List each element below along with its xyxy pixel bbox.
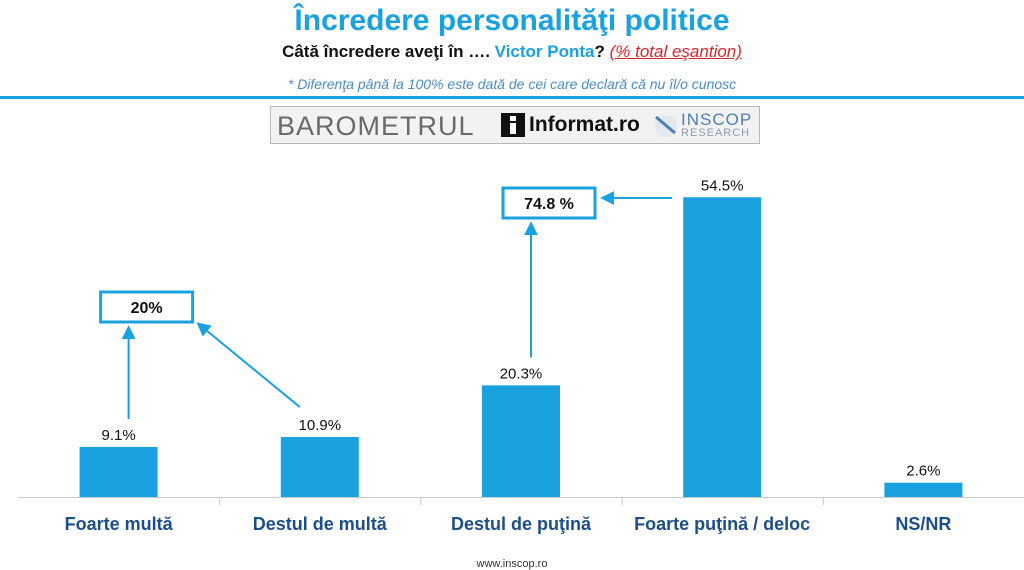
category-label: Destul de puţină <box>451 514 592 534</box>
research-wordmark: RESEARCH <box>681 127 751 139</box>
category-label: Foarte multă <box>65 514 174 534</box>
barometer-logo: BAROMETRUL Informat.ro INSCOP RESEARCH <box>270 106 760 144</box>
footer-url: www.inscop.ro <box>476 558 548 570</box>
category-label: Destul de multă <box>253 514 388 534</box>
category-label: Foarte puţină / deloc <box>634 514 810 534</box>
sum-annotation-label: 20% <box>131 300 163 317</box>
data-label: 2.6% <box>906 463 940 480</box>
bar <box>482 385 560 497</box>
barometer-wordmark: BAROMETRUL <box>277 111 475 141</box>
footnote: * Diferenţa până la 100% este dată de ce… <box>287 76 737 92</box>
page-title: Încredere personalităţi politice <box>294 4 730 37</box>
data-label: 10.9% <box>299 417 342 434</box>
data-label: 20.3% <box>500 365 543 382</box>
bar <box>79 446 158 497</box>
annotation-arrow <box>196 322 301 408</box>
data-label: 9.1% <box>101 427 135 444</box>
bar <box>683 197 762 497</box>
inscop-wordmark: INSCOP <box>681 110 753 129</box>
informat-name: Informat <box>529 113 613 136</box>
bar <box>884 482 963 497</box>
bar <box>280 437 359 497</box>
informat-icon <box>501 113 525 137</box>
question-mark: ? <box>594 42 605 61</box>
person-name: Victor Ponta <box>494 42 595 61</box>
sum-annotation-box <box>99 290 195 324</box>
question-line: Câtă încredere aveţi în …. Victor Ponta?… <box>0 42 1024 62</box>
inscop-icon <box>655 115 677 137</box>
sum-annotation-label: 74.8 % <box>524 196 574 213</box>
data-label: 54.5% <box>701 177 744 194</box>
informat-wordmark: Informat.ro <box>529 113 640 137</box>
header-divider <box>0 96 1024 99</box>
category-label: NS/NR <box>895 514 951 534</box>
sum-annotation-box <box>501 186 597 220</box>
informat-suffix: .ro <box>613 113 640 136</box>
sample-note: (% total eşantion) <box>609 42 742 61</box>
question-text: Câtă încredere aveţi în …. <box>282 42 490 61</box>
